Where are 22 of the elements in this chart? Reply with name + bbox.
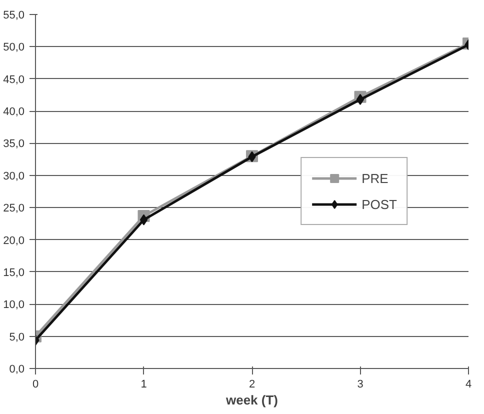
y-tick-label: 45,0 [3,74,25,86]
x-tick-label: 3 [357,378,364,390]
y-tick-label: 5,0 [9,331,25,344]
y-tick-label: 30,0 [3,170,25,182]
y-tick-label: 40,0 [3,106,25,118]
y-tick-label: 0,0 [9,364,25,376]
x-tick-label: 1 [140,378,147,390]
point [140,214,148,226]
point [356,94,364,105]
x-tick-label: 4 [465,378,472,390]
y-tick-label: 55,0 [3,10,25,22]
y-tick-label: 15,0 [3,266,25,279]
y-tick-label: 20,0 [3,234,25,247]
y-tick-label: 35,0 [3,138,25,150]
x-axis-title: week (T) [224,392,278,408]
y-tick-label: 25,0 [3,202,25,215]
y-tick-label: 10,0 [3,299,25,312]
x-tick-label: 0 [32,378,39,390]
legend-label: POST [362,196,397,212]
legend-label: PRE [362,170,388,186]
x-tick-label: 2 [248,378,256,390]
y-tick-label: 50,0 [3,42,25,54]
